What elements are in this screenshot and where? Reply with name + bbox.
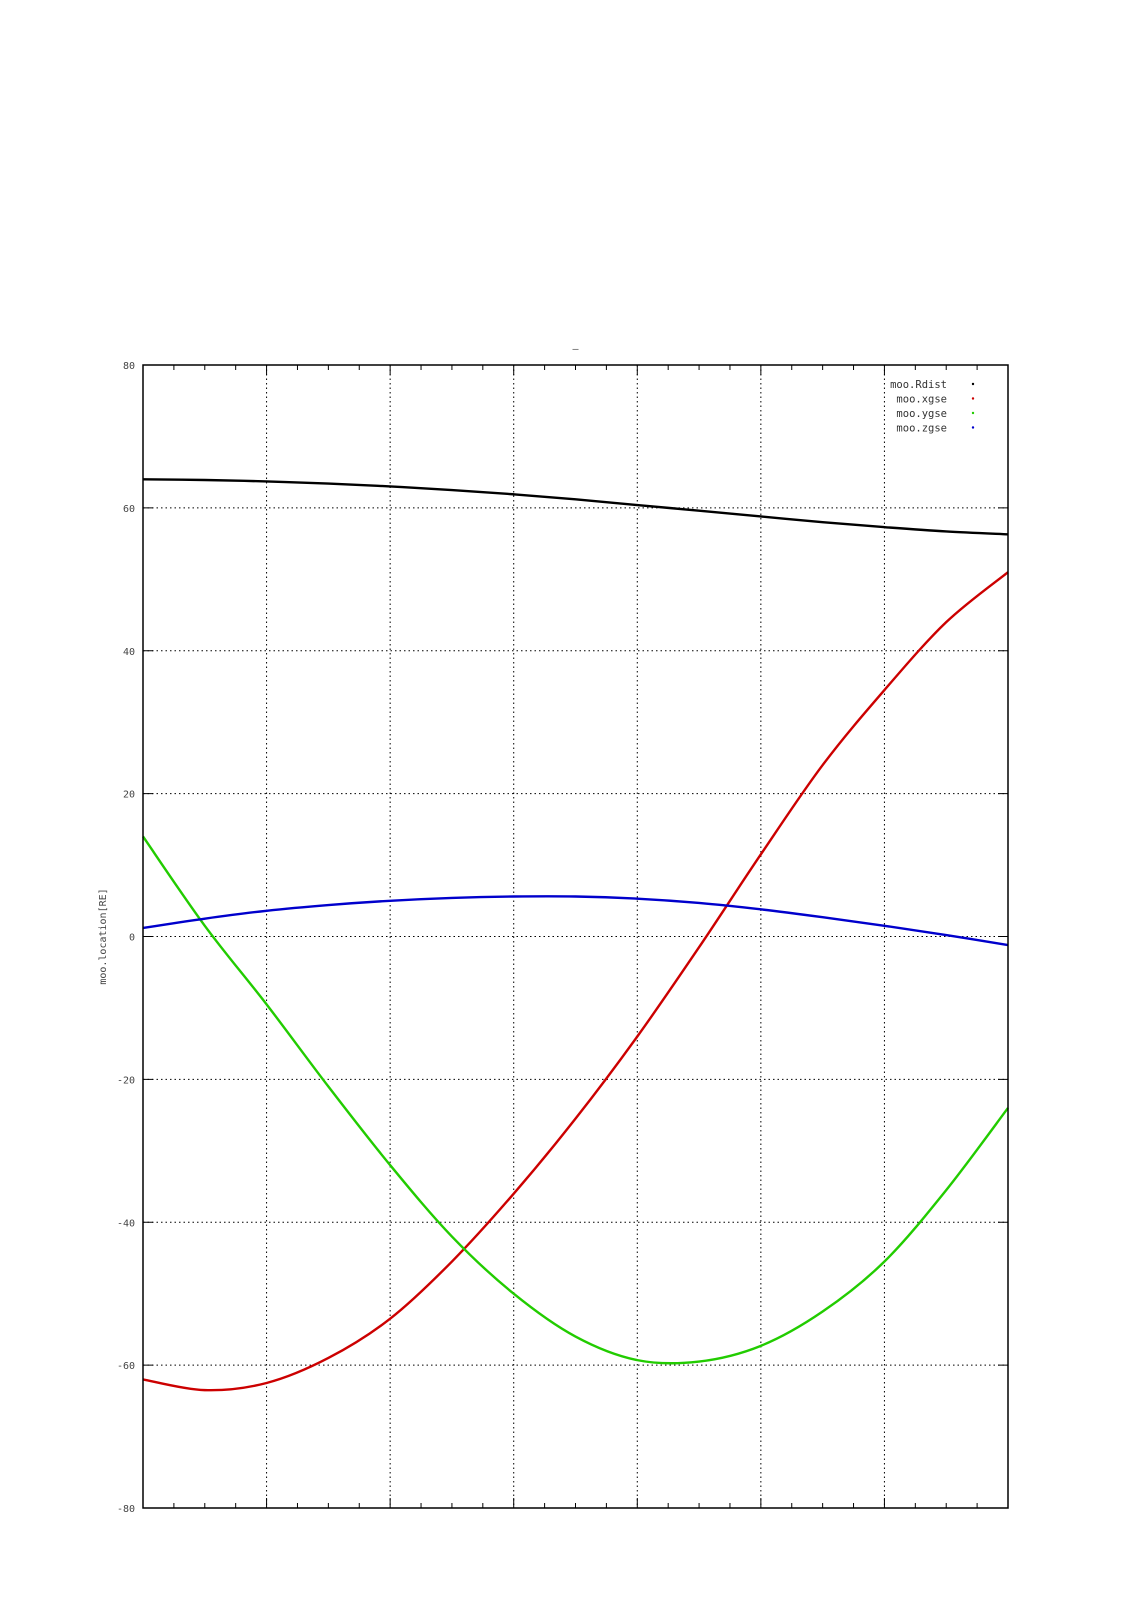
y-axis-title: moo.location[RE] [98,888,109,984]
legend-label-moo-rdist: moo.Rdist [890,379,947,391]
grid [143,365,1008,1508]
y-tick-label: 40 [123,647,135,658]
legend-marker-moo-zgse [971,426,975,429]
series-lines [142,478,1009,1392]
y-tick-label: 20 [123,790,135,801]
legend-marker-moo-ygse [971,411,975,415]
y-tick-label: -20 [117,1075,135,1086]
y-tick-label: 80 [123,361,135,372]
y-tick-label: 60 [123,504,135,515]
legend-label-moo-ygse: moo.ygse [896,408,947,420]
series-line-moo-xgse [142,571,1009,1392]
legend-marker-moo-xgse [971,397,975,400]
series-line-moo-zgse [142,895,1009,947]
chart-title: – [572,344,579,355]
legend-label-moo-zgse: moo.zgse [896,423,947,435]
y-tick-label: 0 [129,933,135,944]
series-line-moo-ygse [142,835,1009,1365]
series-line-moo-rdist [142,478,1009,536]
legend-label-moo-xgse: moo.xgse [896,394,947,406]
y-tick-label: -40 [117,1218,135,1229]
legend: moo.Rdist moo.xgse moo.ygse moo.zgse [890,379,975,435]
y-tick-labels: 80 60 40 20 0 -20 -40 -60 -80 [117,361,135,1515]
legend-marker-moo-rdist [971,382,975,386]
y-tick-label: -60 [117,1361,135,1372]
axis-ticks [143,364,1008,1509]
y-tick-label: -80 [117,1504,135,1515]
